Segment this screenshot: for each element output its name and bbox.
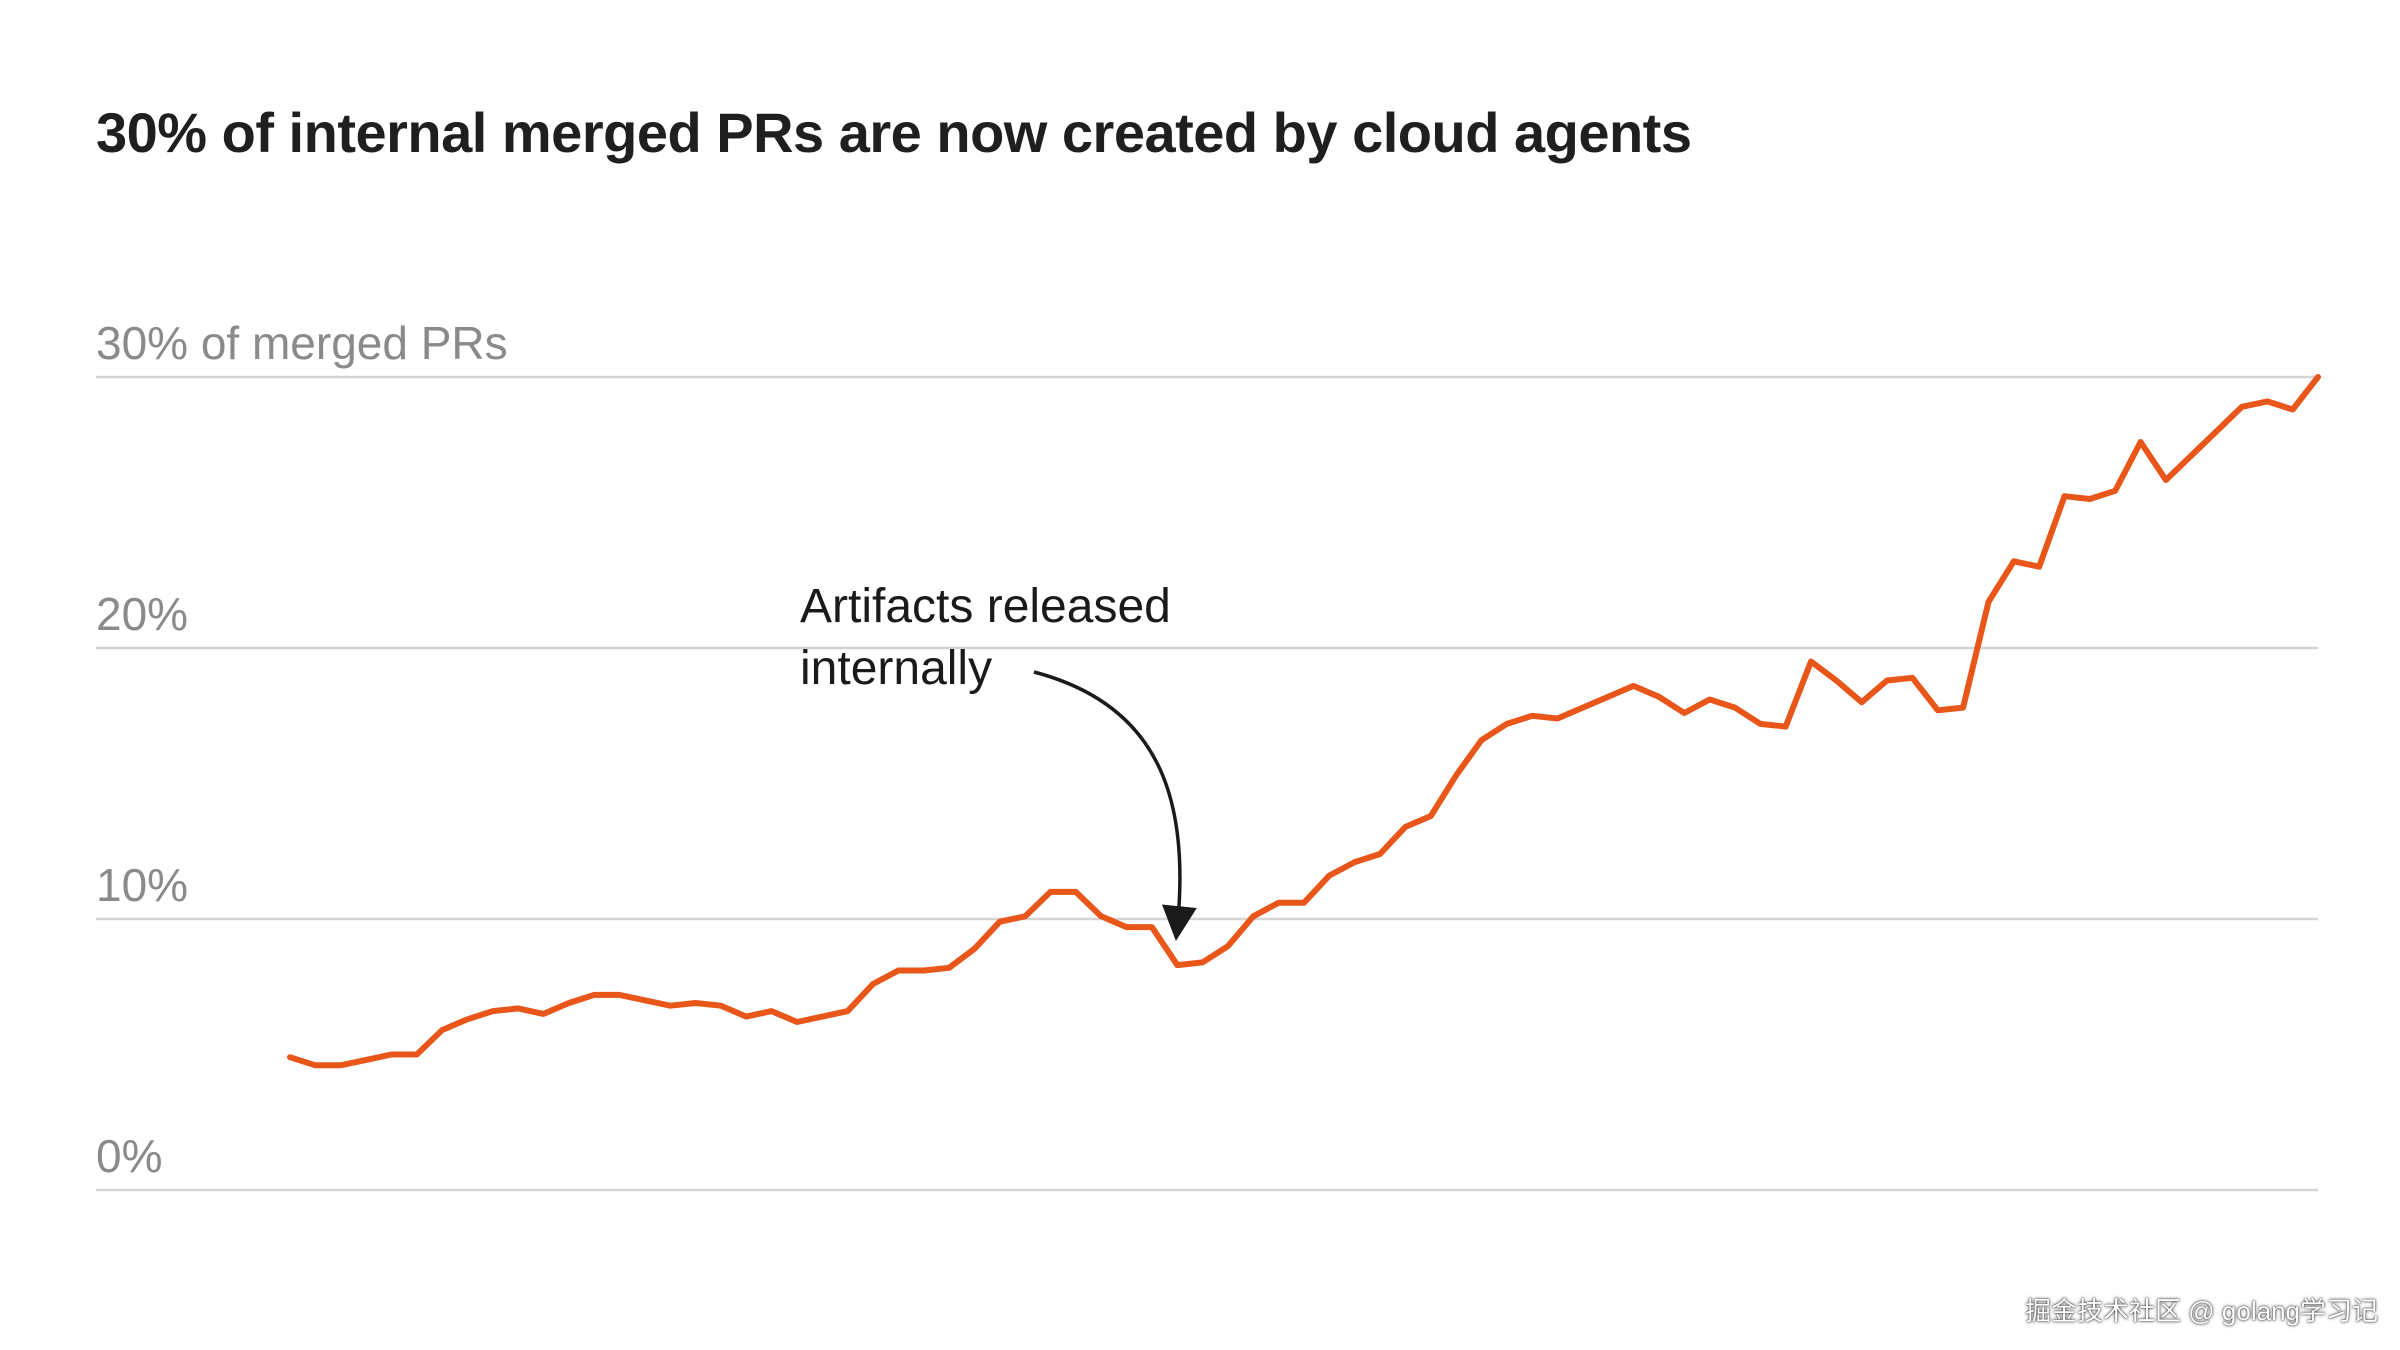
data-point-53 [1631,683,1637,689]
data-point-44 [1402,824,1408,830]
data-point-41 [1326,873,1332,879]
data-point-26 [946,965,952,971]
data-point-7 [464,1016,470,1022]
data-point-61 [1833,678,1839,684]
data-point-5 [414,1052,420,1058]
data-point-16 [693,1000,699,1006]
data-point-4 [388,1052,394,1058]
data-point-80 [2315,374,2321,380]
data-point-69 [2036,564,2042,570]
annotation-line-1: internally [800,642,992,695]
data-point-46 [1453,772,1459,778]
data-point-65 [1935,707,1941,713]
data-point-60 [1808,659,1814,665]
data-point-63 [1884,678,1890,684]
data-point-22 [845,1008,851,1014]
data-point-6 [439,1027,445,1033]
data-point-0 [287,1054,293,1060]
data-point-18 [743,1014,749,1020]
data-point-37 [1225,943,1231,949]
series-layer [287,374,2321,1069]
data-point-79 [2290,407,2296,413]
data-point-29 [1022,913,1028,919]
data-point-67 [1986,599,1992,605]
data-point-15 [667,1003,673,1009]
data-point-71 [2087,496,2093,502]
data-point-31 [1073,889,1079,895]
data-point-49 [1529,713,1535,719]
y-axis-tick-labels: 0% 10% 20% 30% of merged PRs [96,317,508,1182]
watermark: 掘金技术社区 @ golang学习记 [2025,1296,2378,1326]
data-point-77 [2239,404,2245,410]
data-point-8 [490,1008,496,1014]
data-point-62 [1859,699,1865,705]
data-point-33 [1124,924,1130,930]
data-point-50 [1555,716,1561,722]
data-point-43 [1377,851,1383,857]
data-point-57 [1732,705,1738,711]
data-point-11 [566,1000,572,1006]
data-point-38 [1250,913,1256,919]
data-point-73 [2138,439,2144,445]
data-point-59 [1783,724,1789,730]
series-line-0 [287,374,2321,1069]
data-point-45 [1428,813,1434,819]
y-tick-label-0: 0% [96,1130,162,1182]
data-point-52 [1605,694,1611,700]
data-point-23 [870,981,876,987]
data-point-30 [1048,889,1054,895]
chart-title: 30% of internal merged PRs are now creat… [96,101,1692,164]
data-point-24 [895,968,901,974]
data-point-1 [312,1062,318,1068]
data-point-27 [972,946,978,952]
gridlines [96,375,2318,1192]
data-point-66 [1960,705,1966,711]
data-point-70 [2062,493,2068,499]
data-point-19 [769,1008,775,1014]
y-tick-label-10: 10% [96,859,188,911]
annotation-line-0: Artifacts released [800,580,1171,633]
data-point-54 [1656,694,1662,700]
data-point-76 [2214,428,2220,434]
data-point-78 [2264,398,2270,404]
annotation-text: Artifacts released internally [800,580,1171,695]
data-point-9 [515,1005,521,1011]
data-point-75 [2188,453,2194,459]
annotation-arrow [1033,670,1197,942]
data-point-40 [1301,900,1307,906]
data-point-34 [1149,924,1155,930]
data-point-42 [1352,859,1358,865]
data-point-20 [794,1019,800,1025]
annotation-layer: Artifacts released internally [800,580,1197,942]
data-point-35 [1174,962,1180,968]
data-point-55 [1681,710,1687,716]
data-point-36 [1200,959,1206,965]
data-point-48 [1504,721,1510,727]
data-point-25 [921,968,927,974]
data-point-47 [1479,737,1485,743]
y-tick-label-20: 20% [96,588,188,640]
data-point-17 [718,1003,724,1009]
data-point-56 [1707,697,1713,703]
data-point-10 [541,1011,547,1017]
data-point-3 [363,1057,369,1063]
data-point-74 [2163,477,2169,483]
y-tick-label-30: 30% of merged PRs [96,317,508,369]
data-point-72 [2112,488,2118,494]
data-point-51 [1580,705,1586,711]
data-point-68 [2011,558,2017,564]
data-point-14 [642,997,648,1003]
data-point-2 [338,1062,344,1068]
data-point-12 [591,992,597,998]
data-point-13 [617,992,623,998]
data-point-64 [1909,675,1915,681]
data-point-32 [1098,913,1104,919]
data-point-39 [1276,900,1282,906]
data-point-21 [819,1014,825,1020]
data-point-58 [1757,721,1763,727]
data-point-28 [997,919,1003,925]
